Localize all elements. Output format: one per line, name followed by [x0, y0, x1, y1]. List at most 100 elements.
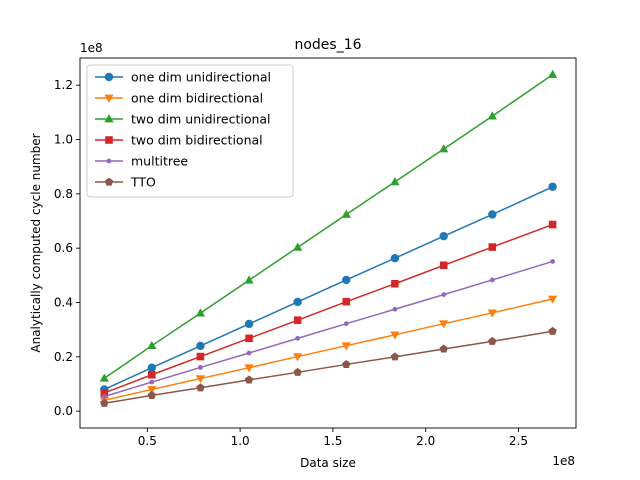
legend-label: TTO	[130, 175, 156, 190]
data-point	[489, 277, 495, 283]
y-tick-label: 0.0	[54, 404, 73, 418]
legend-item-3: two dim bidirectional	[95, 133, 263, 148]
data-point	[147, 363, 157, 372]
y-tick-label: 0.6	[54, 241, 73, 255]
data-point	[488, 243, 497, 251]
data-point	[244, 375, 254, 384]
legend-label: one dim bidirectional	[131, 91, 263, 106]
legend-label: one dim unidirectional	[131, 70, 271, 85]
y-tick-label: 1.0	[54, 132, 73, 146]
legend-marker	[104, 177, 114, 186]
data-point	[147, 340, 157, 350]
data-point	[439, 344, 448, 353]
data-point	[342, 297, 351, 306]
y-tick-label: 0.8	[54, 187, 73, 201]
data-point	[548, 220, 557, 229]
data-point	[244, 319, 254, 329]
legend-marker	[105, 136, 113, 144]
data-point	[439, 261, 448, 270]
data-point	[148, 370, 156, 379]
legend-item-1: one dim bidirectional	[95, 91, 263, 106]
data-point	[100, 389, 109, 397]
series-line	[104, 223, 553, 394]
data-point	[341, 342, 351, 351]
data-point	[245, 334, 253, 343]
x-tick-label: 1.5	[323, 434, 342, 448]
data-point	[198, 365, 203, 370]
legend-label: two dim bidirectional	[131, 133, 263, 148]
y-axis-label: Analytically computed cycle number	[29, 133, 43, 352]
data-point	[548, 326, 557, 335]
data-point	[390, 177, 400, 186]
y-tick-label: 0.4	[54, 295, 73, 309]
series-2	[99, 69, 558, 382]
data-point	[147, 390, 157, 399]
legend-item-4: multitree	[95, 154, 188, 169]
legend-marker	[104, 72, 114, 82]
plot-area	[99, 69, 558, 407]
data-point	[293, 297, 302, 307]
data-point	[100, 398, 109, 407]
x-tick-label: 0.5	[138, 434, 157, 448]
data-point	[390, 352, 400, 361]
data-point	[390, 254, 400, 263]
data-point	[149, 379, 155, 385]
data-point	[101, 394, 107, 399]
legend-box	[86, 64, 294, 198]
series-line	[104, 260, 553, 398]
data-point	[392, 306, 398, 312]
data-point	[293, 316, 302, 324]
data-point	[488, 336, 497, 345]
x-axis-offset-label: 1e8	[552, 454, 575, 468]
legend-label: multitree	[131, 154, 188, 169]
data-point	[547, 69, 558, 78]
data-point	[547, 295, 558, 304]
legend-item-0: one dim unidirectional	[95, 70, 271, 85]
data-point	[441, 292, 447, 298]
data-point	[439, 320, 449, 329]
data-point	[295, 335, 301, 341]
legend: one dim unidirectional one dim bidirectio…	[86, 64, 294, 198]
data-point	[195, 308, 206, 317]
data-point	[341, 209, 351, 218]
legend-marker	[104, 94, 114, 103]
data-point	[439, 144, 449, 153]
data-point	[244, 275, 254, 284]
y-tick-label: 1.2	[54, 78, 73, 92]
y-tick-label: 0.2	[54, 350, 73, 364]
data-point	[548, 182, 557, 191]
legend-marker	[104, 114, 114, 123]
data-point	[196, 352, 205, 361]
series-line	[104, 330, 553, 405]
series-5	[100, 326, 557, 407]
chart-title: nodes_16	[294, 37, 361, 53]
x-axis-label: Data size	[300, 456, 356, 470]
x-tick-label: 1.0	[231, 434, 250, 448]
series-line	[103, 186, 553, 391]
legend-marker	[106, 158, 112, 164]
data-point	[246, 350, 252, 356]
data-point	[488, 210, 497, 219]
axes-frame	[79, 57, 577, 429]
data-point	[147, 386, 157, 395]
data-point	[550, 259, 556, 264]
data-point	[195, 375, 206, 384]
axes: 0.5 1.0 1.5 2.0 2.5 0.0 0.2 0.4 0.6 0.8 1.0 1.2	[54, 57, 577, 448]
series-line	[104, 298, 553, 402]
data-point	[293, 242, 303, 251]
data-point	[244, 364, 254, 373]
x-tick-label: 2.0	[416, 434, 435, 448]
data-point	[196, 383, 205, 392]
data-point	[196, 341, 205, 351]
data-point	[99, 373, 109, 382]
data-point	[342, 360, 351, 368]
legend-item-5: TTO	[95, 175, 156, 190]
data-point	[439, 232, 448, 241]
data-point	[487, 111, 497, 120]
data-point	[293, 367, 302, 376]
legend-label: two dim unidirectional	[131, 112, 271, 127]
series-line	[103, 73, 554, 379]
data-point	[390, 331, 400, 340]
y-axis-offset-label: 1e8	[80, 41, 103, 55]
